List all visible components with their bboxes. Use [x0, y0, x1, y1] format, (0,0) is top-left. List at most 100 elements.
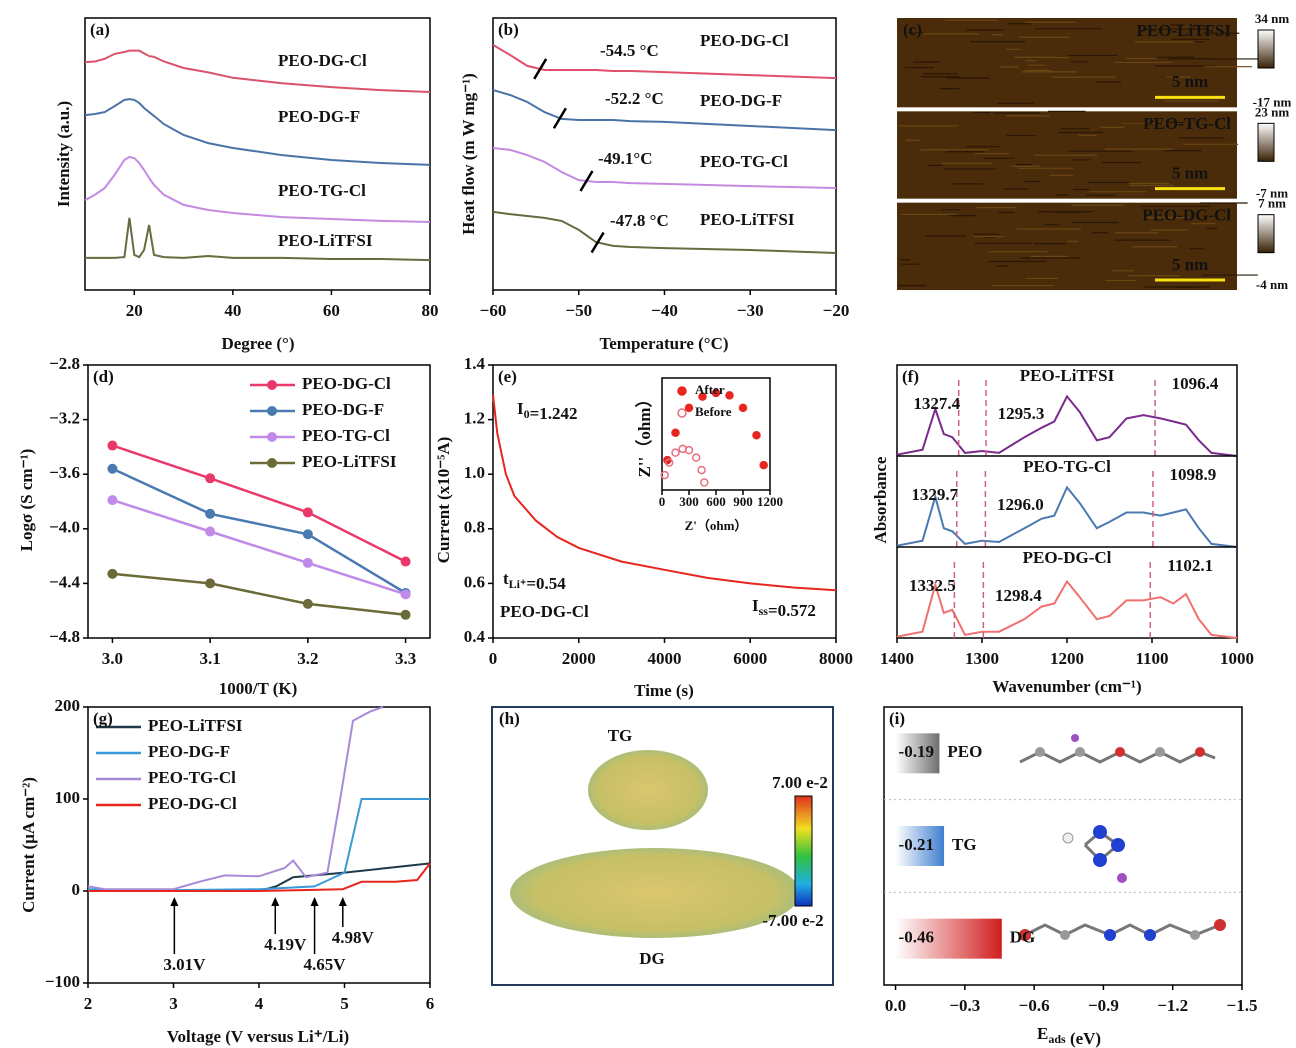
annotation: 3.01V	[163, 955, 206, 974]
panel-label: (h)	[499, 709, 520, 728]
x-axis-label: Degree (°)	[221, 334, 294, 353]
point	[698, 467, 705, 474]
series-label: PEO-DG-F	[278, 107, 360, 126]
y-tick-label: −100	[45, 972, 80, 991]
colorbar	[795, 796, 812, 906]
x-axis-label-part: E	[1037, 1024, 1048, 1043]
y-tick-label: 0	[72, 880, 81, 899]
peak-label: 1096.4	[1172, 374, 1219, 393]
y-tick-label: 0.8	[464, 518, 485, 537]
peak-label: 1332.5	[909, 576, 956, 595]
annotation-part: =0.54	[526, 574, 566, 593]
y-axis-label: Absorbance	[871, 456, 890, 543]
y-axis-label: Current (x10⁻⁵A)	[434, 437, 453, 564]
value-label: -0.19	[899, 742, 934, 761]
legend-marker	[267, 458, 277, 468]
x-tick-label: 1300	[965, 649, 999, 668]
image-frame	[492, 707, 833, 985]
arrow-head	[170, 897, 178, 906]
x-tick-label: 300	[679, 494, 699, 509]
series-label: PEO-TG-Cl	[700, 152, 788, 171]
legend-label: PEO-DG-F	[148, 742, 230, 761]
annotation-part: =0.572	[768, 601, 816, 620]
legend-label: PEO-TG-Cl	[148, 768, 236, 787]
colorbar	[1258, 123, 1274, 161]
point	[107, 464, 117, 474]
point	[303, 599, 313, 609]
y-tick-label: 0.4	[464, 627, 486, 646]
molecule-atoms	[1019, 734, 1226, 941]
y-tick-label: −4.0	[49, 518, 80, 537]
x-tick-label: −50	[565, 301, 592, 320]
y-axis-label: Current (μA cm⁻²)	[19, 777, 38, 913]
x-tick-label: 5	[340, 994, 349, 1013]
panel-label: (f)	[902, 367, 919, 386]
panel-label: (c)	[903, 20, 922, 39]
point	[401, 589, 411, 599]
x-tick-label: 3.0	[102, 649, 123, 668]
series-label: PEO-TG-Cl	[278, 181, 366, 200]
legend-marker	[267, 380, 277, 390]
annotation: 4.98V	[332, 928, 375, 947]
x-tick-label: 60	[323, 301, 340, 320]
x-axis-label: Time (s)	[634, 681, 694, 700]
legend-label: After	[695, 382, 725, 397]
y-tick-label: 0.6	[464, 572, 485, 591]
x-tick-label: 2	[84, 994, 93, 1013]
point	[303, 558, 313, 568]
x-tick-label: 3	[169, 994, 178, 1013]
series-label: PEO-TG-Cl	[1023, 457, 1111, 476]
x-tick-label: 3.3	[395, 649, 416, 668]
peak-label: 1329.7	[911, 485, 958, 504]
x-tick-label: 1200	[1050, 649, 1084, 668]
x-tick-label: 6	[426, 994, 435, 1013]
molecule-label: DG	[639, 949, 665, 968]
x-tick-label: −20	[823, 301, 850, 320]
x-tick-label: 1000	[1220, 649, 1254, 668]
y-axis-label: Logσ (S cm⁻¹)	[17, 449, 36, 552]
peak-label: 1296.0	[997, 495, 1044, 514]
value-label: -0.21	[899, 835, 934, 854]
scale-label: 5 nm	[1172, 255, 1208, 274]
image-label: PEO-LiTFSI	[1137, 21, 1232, 40]
series-line	[85, 218, 430, 260]
legend-marker	[678, 409, 686, 417]
x-tick-label: 0	[659, 494, 666, 509]
series-label: PEO-LiTFSI	[278, 231, 373, 250]
series-line	[493, 395, 836, 590]
legend-marker	[267, 406, 277, 416]
point	[303, 529, 313, 539]
x-tick-label: 80	[422, 301, 439, 320]
legend-marker	[267, 432, 277, 442]
point	[401, 557, 411, 567]
point	[726, 392, 733, 399]
point	[686, 404, 693, 411]
x-tick-label: 0	[489, 649, 498, 668]
point	[107, 495, 117, 505]
y-tick-label: 100	[55, 788, 81, 807]
plot-frame	[88, 707, 430, 983]
x-tick-label: 2000	[562, 649, 596, 668]
x-axis-label-part: ads	[1048, 1032, 1066, 1046]
y-axis-label: Heat flow (m W mg⁻¹)	[459, 73, 478, 235]
series-line	[112, 469, 405, 593]
series-line	[493, 90, 836, 130]
y-tick-label: 1.0	[464, 463, 485, 482]
plot-frame	[85, 18, 430, 290]
y-tick-label: −3.6	[49, 463, 80, 482]
point	[205, 473, 215, 483]
series-label: PEO-LiTFSI	[1020, 366, 1115, 385]
arrow-head	[339, 897, 347, 906]
point	[701, 479, 708, 486]
legend-label: PEO-DG-Cl	[148, 794, 237, 813]
panel-label: (e)	[498, 367, 517, 386]
point	[205, 527, 215, 537]
x-tick-label: 1200	[757, 494, 783, 509]
peak-label: 1295.3	[998, 404, 1045, 423]
value-label: -0.46	[899, 928, 934, 947]
point	[740, 404, 747, 411]
point	[753, 432, 760, 439]
x-tick-label: −0.6	[1019, 996, 1050, 1015]
esp-surface	[510, 848, 800, 938]
scale-label: 5 nm	[1172, 72, 1208, 91]
